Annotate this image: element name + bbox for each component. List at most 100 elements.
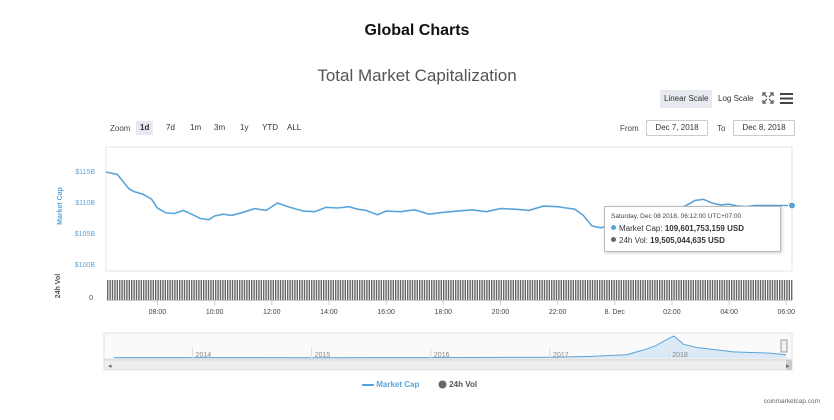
volume-bar — [731, 280, 733, 300]
to-date-input[interactable]: Dec 8, 2018 — [733, 120, 795, 136]
volume-bar — [707, 280, 709, 300]
volume-bar — [320, 280, 322, 300]
volume-bar — [625, 280, 627, 300]
volume-bar — [728, 280, 730, 300]
volume-bar — [644, 280, 646, 300]
volume-dot-icon — [611, 237, 616, 242]
volume-bar — [371, 280, 373, 300]
volume-bar — [258, 280, 260, 300]
volume-bar — [138, 280, 140, 300]
volume-bar — [383, 280, 385, 300]
volume-bar — [671, 280, 673, 300]
volume-bar — [639, 280, 642, 300]
volume-bar — [279, 280, 282, 300]
from-date-input[interactable]: Dec 7, 2018 — [646, 120, 708, 136]
volume-bar — [553, 280, 555, 300]
volume-bar — [582, 280, 584, 300]
volume-bar — [251, 280, 253, 300]
volume-bar — [642, 280, 644, 300]
volume-bar — [373, 280, 375, 300]
volume-bar — [385, 280, 387, 300]
market-cap-chart[interactable]: $100B $105B $110B $115B Market Cap 24h Vol 0 08… — [0, 140, 834, 380]
volume-bar — [126, 280, 128, 300]
volume-bar — [289, 280, 291, 300]
volume-bar — [452, 280, 454, 300]
x-tick-label: 12:00 — [263, 309, 281, 316]
volume-bar — [723, 280, 726, 300]
volume-bar — [227, 280, 229, 300]
volume-bar — [685, 280, 687, 300]
navigator-year-label: 2015 — [315, 352, 331, 359]
zoom-button-3m[interactable]: 3m — [214, 123, 226, 132]
menu-icon-graphic — [780, 93, 793, 104]
volume-bar — [378, 280, 380, 300]
volume-bar — [349, 280, 351, 300]
credit-link[interactable]: coinmarketcap.com — [763, 398, 820, 405]
volume-bar — [313, 280, 315, 300]
volume-bar — [702, 280, 704, 300]
volume-bar — [786, 280, 788, 300]
volume-bar — [133, 280, 135, 300]
from-label: From — [620, 124, 639, 133]
volume-bar — [519, 280, 522, 300]
volume-bar — [229, 280, 231, 300]
volume-bar — [140, 280, 142, 300]
volume-bar — [114, 280, 116, 300]
volume-bar — [443, 280, 445, 300]
volume-bar — [404, 280, 406, 300]
log-scale-button[interactable]: Log Scale — [718, 94, 754, 103]
volume-bar — [198, 280, 200, 300]
volume-bar — [265, 280, 267, 300]
volume-bar — [438, 280, 440, 300]
volume-bar — [162, 280, 164, 300]
hamburger-menu-icon[interactable] — [780, 93, 794, 107]
volume-bar — [471, 280, 474, 300]
volume-bar — [241, 280, 243, 300]
volume-bar — [752, 280, 754, 300]
navigator-handle — [780, 339, 788, 353]
volume-bar — [500, 280, 502, 300]
zoom-button-1y[interactable]: 1y — [240, 123, 249, 132]
volume-bar — [755, 280, 757, 300]
volume-bar — [683, 280, 685, 300]
volume-bar — [174, 280, 176, 300]
legend-volume[interactable]: 24h Vol — [438, 380, 477, 389]
volume-bar — [690, 280, 692, 300]
volume-bar — [308, 280, 310, 300]
y-axis-label: Market Cap — [57, 187, 64, 225]
volume-bar — [584, 280, 586, 300]
volume-bar — [632, 280, 634, 300]
zoom-button-1m[interactable]: 1m — [190, 123, 202, 132]
volume-bar — [152, 280, 154, 300]
volume-bar — [361, 280, 363, 300]
volume-bar — [783, 280, 786, 300]
volume-bar — [186, 280, 188, 300]
volume-bar — [147, 280, 150, 300]
volume-bar — [224, 280, 226, 300]
zoom-button-all[interactable]: ALL — [287, 123, 302, 132]
expand-icon[interactable] — [762, 92, 774, 107]
volume-bar — [668, 280, 670, 300]
volume-bar — [145, 280, 147, 300]
volume-bar — [123, 280, 126, 300]
volume-bar — [107, 280, 109, 300]
zoom-button-ytd[interactable]: YTD — [262, 123, 278, 132]
volume-bar — [344, 280, 346, 300]
volume-bar — [695, 280, 697, 300]
zoom-button-1d[interactable]: 1d — [136, 121, 154, 135]
volume-bar — [287, 280, 289, 300]
legend-market-cap[interactable]: Market Cap — [362, 380, 419, 389]
volume-bar — [459, 280, 462, 300]
navigator-area-fill — [114, 336, 786, 358]
volume-bar — [474, 280, 476, 300]
volume-bar — [212, 280, 214, 300]
x-tick-label: 06:00 — [778, 309, 796, 316]
zoom-button-7d[interactable]: 7d — [166, 123, 175, 132]
volume-bar — [368, 280, 370, 300]
volume-bar — [678, 280, 680, 300]
volume-bar — [570, 280, 572, 300]
linear-scale-button[interactable]: Linear Scale — [660, 90, 713, 108]
legend-line-icon — [362, 383, 374, 386]
volume-bar — [347, 280, 349, 300]
volume-bar — [764, 280, 766, 300]
